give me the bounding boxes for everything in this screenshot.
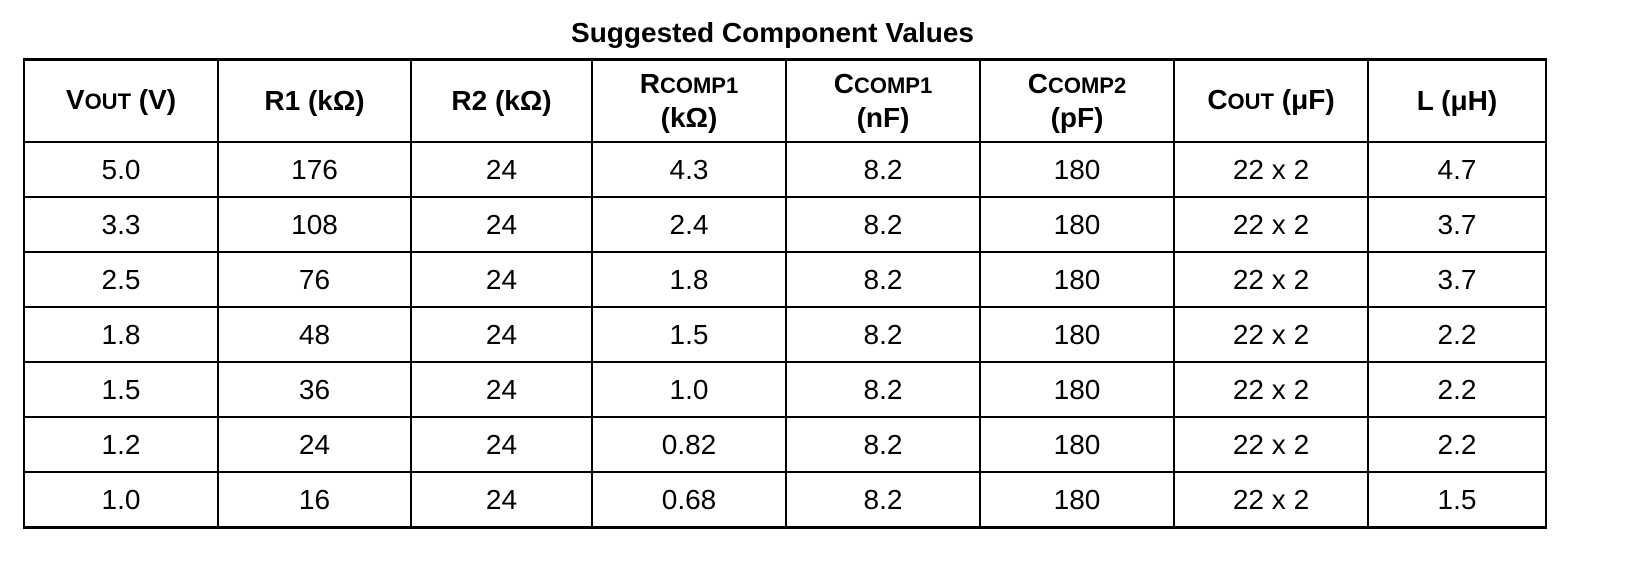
cell-vout: 3.3: [23, 196, 219, 253]
table-row: 2.5 76 24 1.8 8.2 180 22 x 2 3.7: [23, 251, 1547, 308]
cell-vout: 5.0: [23, 141, 219, 198]
cell-vout: 1.5: [23, 361, 219, 418]
cell-cout: 22 x 2: [1173, 416, 1369, 473]
cell-l: 2.2: [1367, 361, 1547, 418]
cell-r2: 24: [410, 361, 593, 418]
header-vout: VOUT (V): [23, 58, 219, 143]
cell-l: 2.2: [1367, 306, 1547, 363]
cell-r1: 48: [217, 306, 412, 363]
header-ccomp2: CCOMP2 (pF): [979, 58, 1175, 143]
cell-r1: 36: [217, 361, 412, 418]
cell-r1: 24: [217, 416, 412, 473]
cell-rcomp1: 1.5: [591, 306, 787, 363]
cell-rcomp1: 2.4: [591, 196, 787, 253]
cell-ccomp1: 8.2: [785, 306, 981, 363]
cell-cout: 22 x 2: [1173, 251, 1369, 308]
cell-rcomp1: 0.68: [591, 471, 787, 529]
table-row: 1.2 24 24 0.82 8.2 180 22 x 2 2.2: [23, 416, 1547, 473]
cell-ccomp2: 180: [979, 196, 1175, 253]
cell-cout: 22 x 2: [1173, 196, 1369, 253]
cell-rcomp1: 4.3: [591, 141, 787, 198]
header-l: L (μH): [1367, 58, 1547, 143]
cell-l: 3.7: [1367, 251, 1547, 308]
cell-ccomp2: 180: [979, 361, 1175, 418]
cell-ccomp1: 8.2: [785, 251, 981, 308]
cell-vout: 2.5: [23, 251, 219, 308]
cell-r2: 24: [410, 471, 593, 529]
table-row: 3.3 108 24 2.4 8.2 180 22 x 2 3.7: [23, 196, 1547, 253]
table-title: Suggested Component Values: [571, 17, 974, 48]
cell-r1: 16: [217, 471, 412, 529]
cell-r2: 24: [410, 306, 593, 363]
cell-ccomp1: 8.2: [785, 361, 981, 418]
table-row: 1.8 48 24 1.5 8.2 180 22 x 2 2.2: [23, 306, 1547, 363]
cell-ccomp1: 8.2: [785, 471, 981, 529]
cell-r2: 24: [410, 251, 593, 308]
cell-cout: 22 x 2: [1173, 361, 1369, 418]
table-row: 1.0 16 24 0.68 8.2 180 22 x 2 1.5: [23, 471, 1547, 529]
cell-rcomp1: 1.8: [591, 251, 787, 308]
cell-rcomp1: 1.0: [591, 361, 787, 418]
component-values-table: VOUT (V) R1 (kΩ) R2 (kΩ) RCOMP1 (kΩ) CCOM…: [23, 58, 1547, 529]
cell-ccomp2: 180: [979, 306, 1175, 363]
cell-ccomp2: 180: [979, 141, 1175, 198]
cell-r2: 24: [410, 141, 593, 198]
table-row: 1.5 36 24 1.0 8.2 180 22 x 2 2.2: [23, 361, 1547, 418]
cell-r2: 24: [410, 416, 593, 473]
header-ccomp1: CCOMP1 (nF): [785, 58, 981, 143]
cell-vout: 1.0: [23, 471, 219, 529]
cell-cout: 22 x 2: [1173, 471, 1369, 529]
cell-cout: 22 x 2: [1173, 306, 1369, 363]
cell-vout: 1.8: [23, 306, 219, 363]
header-rcomp1: RCOMP1 (kΩ): [591, 58, 787, 143]
header-cout: COUT (μF): [1173, 58, 1369, 143]
cell-ccomp1: 8.2: [785, 141, 981, 198]
header-row: VOUT (V) R1 (kΩ) R2 (kΩ) RCOMP1 (kΩ) CCOM…: [23, 58, 1547, 143]
cell-ccomp2: 180: [979, 471, 1175, 529]
header-r2: R2 (kΩ): [410, 58, 593, 143]
cell-ccomp2: 180: [979, 416, 1175, 473]
cell-r1: 108: [217, 196, 412, 253]
cell-l: 2.2: [1367, 416, 1547, 473]
cell-ccomp1: 8.2: [785, 416, 981, 473]
cell-ccomp2: 180: [979, 251, 1175, 308]
cell-r1: 176: [217, 141, 412, 198]
table-row: 5.0 176 24 4.3 8.2 180 22 x 2 4.7: [23, 141, 1547, 198]
cell-r1: 76: [217, 251, 412, 308]
cell-l: 1.5: [1367, 471, 1547, 529]
header-r1: R1 (kΩ): [217, 58, 412, 143]
cell-r2: 24: [410, 196, 593, 253]
cell-cout: 22 x 2: [1173, 141, 1369, 198]
cell-rcomp1: 0.82: [591, 416, 787, 473]
cell-l: 3.7: [1367, 196, 1547, 253]
cell-ccomp1: 8.2: [785, 196, 981, 253]
cell-l: 4.7: [1367, 141, 1547, 198]
cell-vout: 1.2: [23, 416, 219, 473]
